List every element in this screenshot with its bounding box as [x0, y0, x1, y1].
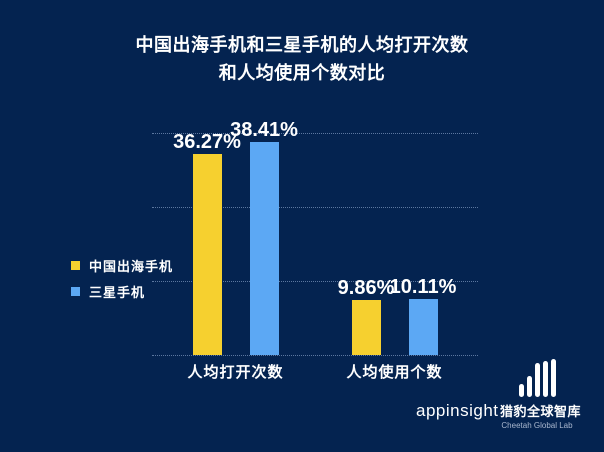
x-tick-label: 人均使用个数	[346, 364, 443, 381]
bar-value-label: 36.27%	[173, 130, 241, 153]
gridline	[152, 133, 478, 134]
x-axis-baseline	[152, 355, 478, 356]
chart-title-line1: 中国出海手机和三星手机的人均打开次数	[135, 35, 469, 55]
legend-swatch-yellow	[71, 261, 80, 270]
lab-name-en: Cheetah Global Lab	[501, 421, 573, 430]
cheetah-lab-brand: 猎豹全球智库 Cheetah Global Lab	[500, 357, 582, 430]
lab-name-cn: 猎豹全球智库	[500, 404, 582, 419]
bar-三星手机-人均使用个数	[408, 298, 438, 355]
appinsight-logo: appinsight	[416, 401, 499, 420]
bar-中国出海手机-人均打开次数	[192, 153, 222, 355]
chart-title-line2: 和人均使用个数对比	[218, 63, 386, 83]
legend-item-china: 中国出海手机	[71, 256, 173, 275]
legend-item-samsung: 三星手机	[71, 282, 173, 301]
bar-三星手机-人均打开次数	[249, 141, 279, 355]
chart-title: 中国出海手机和三星手机的人均打开次数 和人均使用个数对比	[0, 31, 604, 87]
ascending-bars-icon	[500, 357, 574, 397]
x-tick-label: 人均打开次数	[187, 364, 284, 381]
bar-中国出海手机-人均使用个数	[351, 300, 381, 355]
legend: 中国出海手机 三星手机	[71, 256, 173, 308]
legend-label: 中国出海手机	[89, 259, 174, 274]
bar-value-label: 9.86%	[337, 277, 395, 300]
bar-value-label: 10.11%	[389, 275, 457, 298]
gridline	[152, 281, 478, 282]
bar-value-label: 38.41%	[230, 118, 298, 141]
gridline	[152, 207, 478, 208]
legend-label: 三星手机	[89, 285, 146, 300]
legend-swatch-blue	[71, 287, 80, 296]
